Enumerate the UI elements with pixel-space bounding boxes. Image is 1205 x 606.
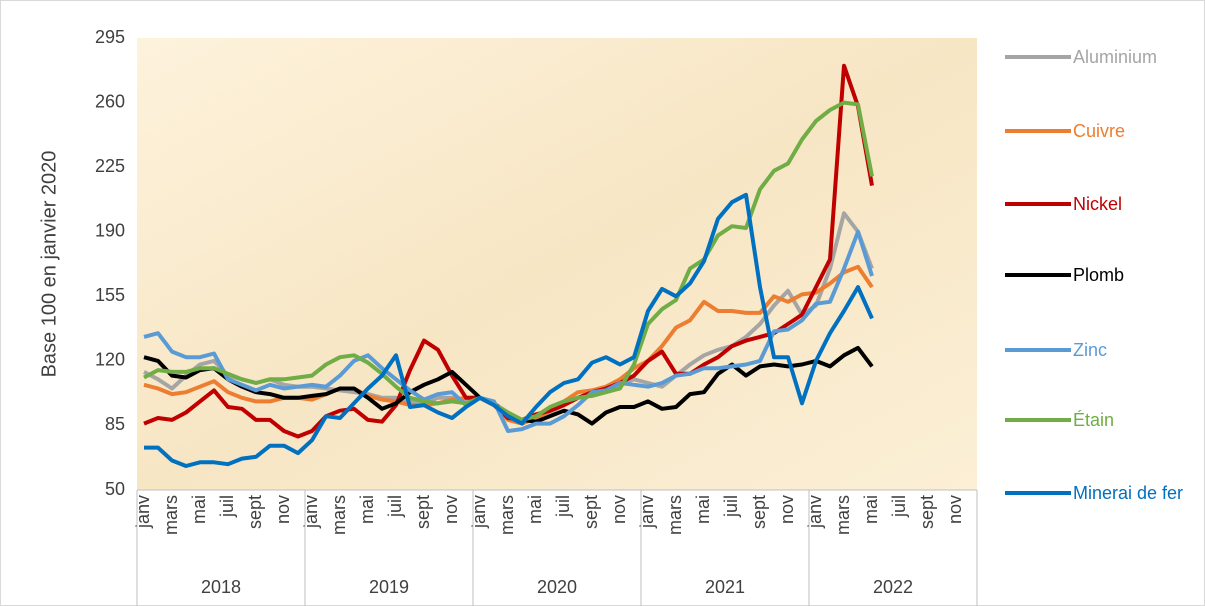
x-tick-label: sept — [917, 495, 937, 529]
x-tick-label: sept — [581, 495, 601, 529]
x-tick-label: nov — [441, 495, 461, 524]
x-group-label: 2019 — [369, 577, 409, 597]
x-tick-label: mars — [665, 495, 685, 535]
x-group-label: 2020 — [537, 577, 577, 597]
x-tick-label: sept — [245, 495, 265, 529]
x-tick-label: nov — [273, 495, 293, 524]
x-tick-label: mai — [357, 495, 377, 524]
x-tick-label: janv — [133, 495, 153, 529]
x-tick-label: mai — [693, 495, 713, 524]
x-tick-label: juil — [217, 495, 237, 518]
x-tick-label: janv — [805, 495, 825, 529]
x-tick-label: juil — [553, 495, 573, 518]
x-group-label: 2018 — [201, 577, 241, 597]
x-tick-label: mai — [525, 495, 545, 524]
x-tick-label: nov — [945, 495, 965, 524]
x-tick-label: janv — [469, 495, 489, 529]
x-tick-label: juil — [889, 495, 909, 518]
x-tick-label: mars — [161, 495, 181, 535]
legend-label: Aluminium — [1073, 47, 1158, 67]
y-tick-label: 190 — [95, 220, 125, 240]
x-tick-label: mars — [833, 495, 853, 535]
legend-label: Minerai de fer — [1073, 483, 1184, 503]
x-tick-label: nov — [777, 495, 797, 524]
x-tick-label: juil — [721, 495, 741, 518]
series-line — [143, 229, 874, 433]
x-tick-label: mai — [861, 495, 881, 524]
x-tick-label: nov — [609, 495, 629, 524]
series-line — [144, 192, 874, 468]
x-tick-label: mars — [329, 495, 349, 535]
x-tick-label: mars — [497, 495, 517, 535]
y-tick-label: 260 — [95, 91, 125, 111]
y-tick-label: 50 — [105, 479, 125, 499]
legend-label: Plomb — [1073, 265, 1125, 285]
y-tick-label: 225 — [95, 156, 125, 176]
x-tick-label: mai — [189, 495, 209, 524]
legend-label: Zinc — [1073, 340, 1108, 360]
x-tick-label: sept — [749, 495, 769, 529]
x-tick-label: sept — [413, 495, 433, 529]
x-tick-label: janv — [637, 495, 657, 529]
x-tick-label: juil — [385, 495, 405, 518]
x-group-label: 2022 — [873, 577, 913, 597]
y-axis-label: Base 100 en janvier 2020 — [38, 151, 60, 378]
x-group-label: 2021 — [705, 577, 745, 597]
plot-area — [137, 38, 977, 490]
legend-label: Cuivre — [1073, 121, 1126, 141]
x-tick-label: janv — [301, 495, 321, 529]
y-tick-label: 155 — [95, 285, 125, 305]
legend-label: Étain — [1073, 410, 1115, 430]
y-tick-label: 295 — [95, 27, 125, 47]
y-tick-label: 120 — [95, 350, 125, 370]
legend-label: Nickel — [1073, 194, 1123, 214]
y-tick-label: 85 — [105, 414, 125, 434]
